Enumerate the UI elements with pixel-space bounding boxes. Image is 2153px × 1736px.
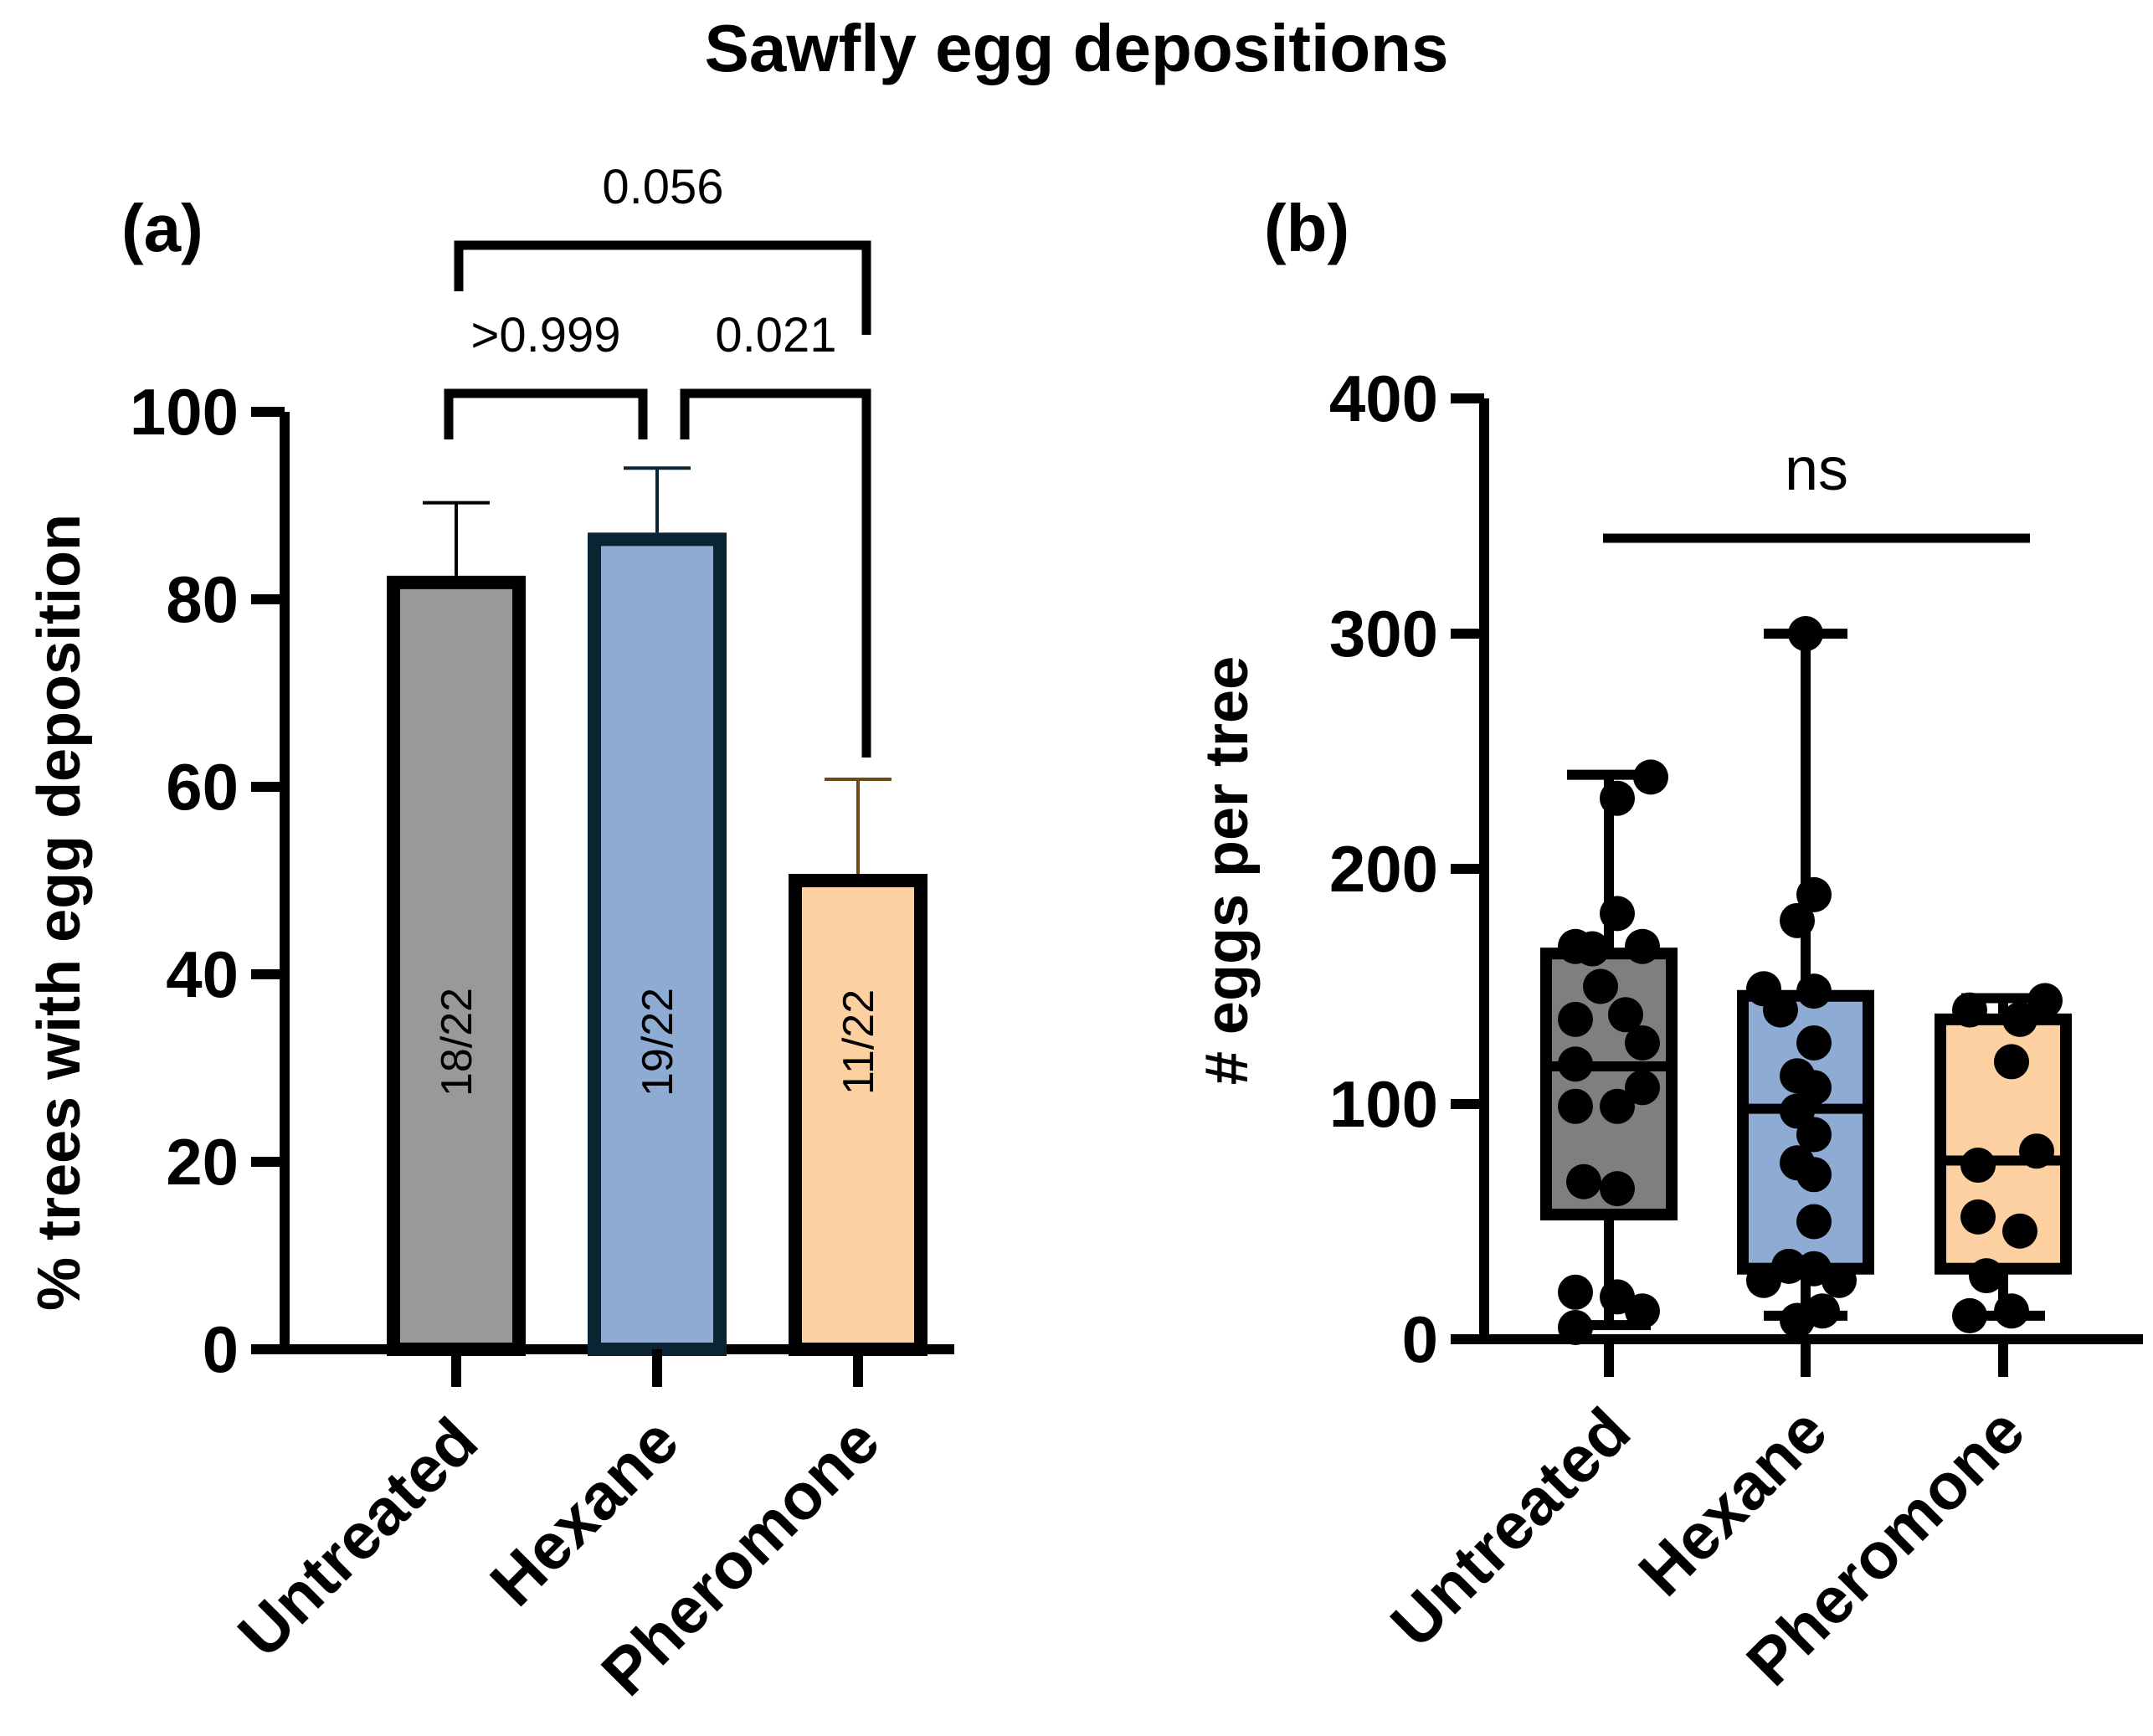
- data-point-hexane: [1796, 1025, 1832, 1061]
- y-tick-label: 80: [166, 562, 239, 636]
- panel-a: (a) % trees with egg deposition 0 20 40 60 8…: [26, 160, 954, 1709]
- data-point-untreated: [1558, 928, 1593, 964]
- data-point-untreated: [1625, 928, 1660, 964]
- data-point-untreated: [1558, 1046, 1593, 1082]
- data-point-pheromone: [2002, 1001, 2037, 1037]
- data-point-hexane: [1788, 616, 1823, 651]
- data-point-pheromone: [2002, 1213, 2037, 1249]
- y-tick-label: 0: [1402, 1302, 1438, 1376]
- data-point-untreated: [1583, 968, 1618, 1004]
- y-tick-label: 60: [166, 750, 239, 824]
- data-point-pheromone: [1952, 1297, 1987, 1333]
- figure-title: Sawfly egg depositions: [704, 11, 1448, 85]
- data-point-hexane: [1771, 1248, 1806, 1284]
- data-point-hexane: [1796, 1204, 1832, 1240]
- data-point-hexane: [1805, 1293, 1840, 1329]
- data-point-untreated: [1558, 1088, 1593, 1124]
- x-tick-label-untreated: Untreated: [1376, 1394, 1644, 1662]
- y-tick-label: 200: [1329, 832, 1438, 906]
- y-tick-label: 0: [203, 1312, 239, 1386]
- bracket-untreated-pheromone: [454, 240, 871, 335]
- panel-a-y-axis-label: % trees with egg deposition: [26, 514, 93, 1311]
- data-point-untreated: [1600, 780, 1635, 816]
- data-point-untreated: [1625, 1070, 1660, 1106]
- data-point-hexane: [1796, 876, 1832, 912]
- y-tick-label: 100: [1329, 1067, 1438, 1141]
- data-point-untreated: [1625, 1025, 1660, 1061]
- data-point-pheromone: [2027, 983, 2063, 1019]
- data-point-untreated: [1600, 1171, 1635, 1207]
- y-tick-label: 20: [166, 1125, 239, 1199]
- data-point-pheromone: [1969, 1258, 2004, 1294]
- y-tick-label: 300: [1329, 597, 1438, 670]
- data-point-hexane: [1746, 971, 1781, 1007]
- y-tick-label: 400: [1329, 362, 1438, 435]
- data-point-untreated: [1558, 1309, 1593, 1345]
- data-point-pheromone: [2019, 1133, 2054, 1169]
- data-point-pheromone: [1994, 1044, 2029, 1080]
- y-tick-label: 40: [166, 937, 239, 1011]
- significance-label: ns: [1785, 436, 1848, 503]
- panel-b-y-axis-label: # eggs per tree: [1194, 656, 1261, 1085]
- bar-label-hexane: 19/22: [634, 988, 682, 1097]
- bar-untreated: [387, 575, 526, 1356]
- data-point-untreated: [1608, 997, 1643, 1033]
- data-point-untreated: [1625, 1293, 1660, 1329]
- p-value-untreated-pheromone: 0.056: [602, 160, 723, 214]
- data-point-pheromone: [1960, 1148, 1996, 1184]
- p-value-hexane-pheromone: 0.021: [715, 308, 836, 362]
- panel-b-label: (b): [1264, 191, 1349, 265]
- bar-label-pheromone: 11/22: [835, 989, 883, 1095]
- y-tick-label: 100: [130, 375, 239, 449]
- bracket-hexane-pheromone: [680, 388, 871, 758]
- x-tick-label-untreated: Untreated: [224, 1404, 491, 1672]
- data-point-untreated: [1558, 1001, 1593, 1037]
- bar-label-untreated: 18/22: [433, 988, 481, 1097]
- data-point-untreated: [1566, 1163, 1601, 1199]
- data-point-pheromone: [1994, 1293, 2029, 1329]
- data-point-untreated: [1600, 896, 1635, 932]
- panel-a-label: (a): [121, 191, 203, 265]
- data-point-untreated: [1600, 1088, 1635, 1124]
- bracket-untreated-hexane: [444, 388, 648, 439]
- bar-pheromone: [789, 874, 927, 1356]
- panel-b: (b) # eggs per tree 0 100 200 300 400 Untreat…: [1194, 191, 2143, 1699]
- data-point-hexane: [1780, 1145, 1815, 1181]
- data-point-untreated: [1633, 759, 1668, 795]
- data-point-hexane: [1780, 902, 1815, 938]
- p-value-untreated-hexane: >0.999: [470, 308, 620, 362]
- data-point-pheromone: [1952, 992, 1987, 1028]
- data-point-untreated: [1558, 1274, 1593, 1310]
- data-point-pheromone: [1960, 1199, 1996, 1235]
- data-point-hexane: [1780, 1058, 1815, 1094]
- bar-hexane: [588, 532, 727, 1356]
- data-point-hexane: [1796, 973, 1832, 1009]
